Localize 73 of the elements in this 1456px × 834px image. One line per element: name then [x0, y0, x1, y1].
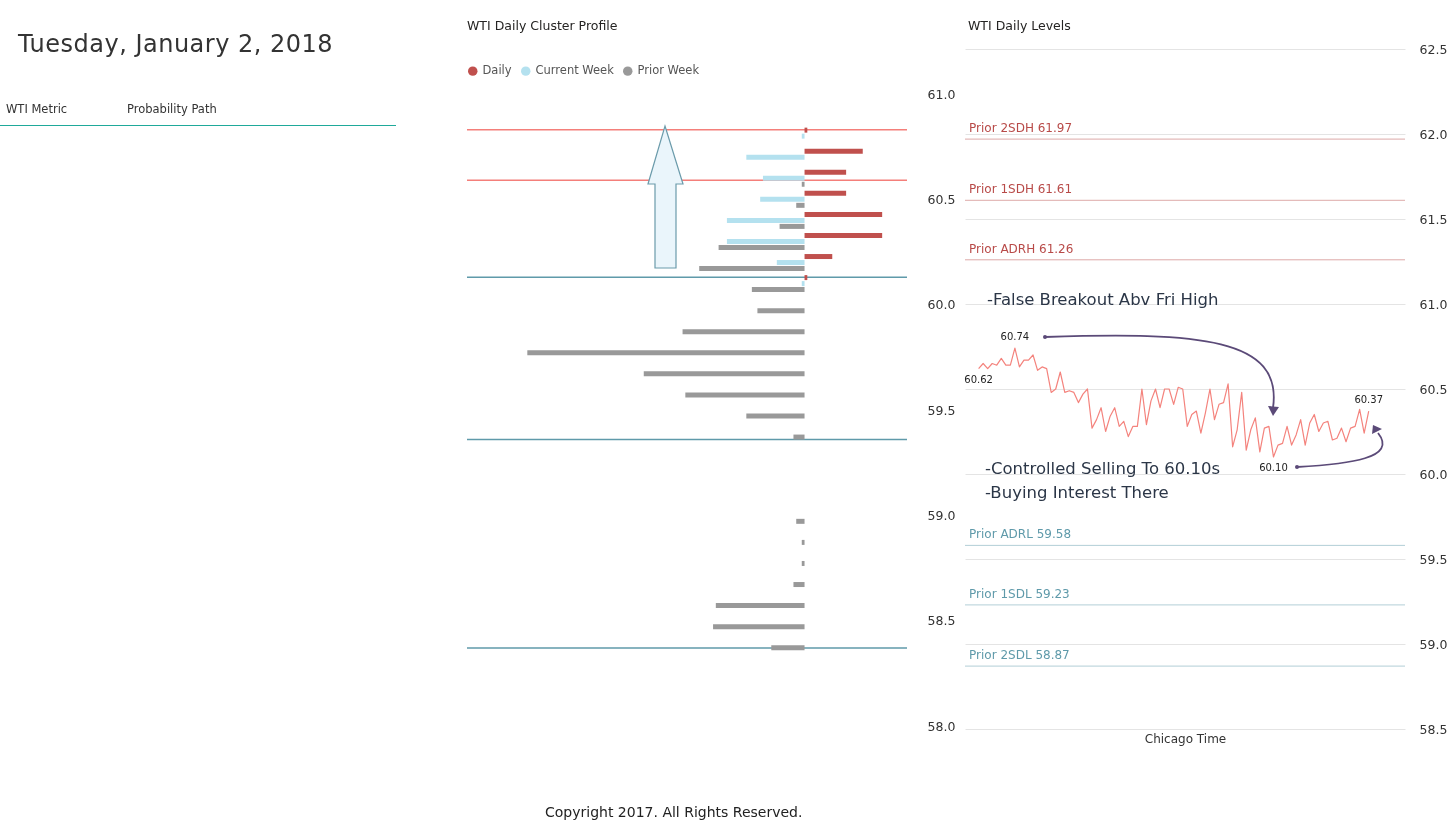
- bar: [643, 371, 805, 377]
- bar: [726, 238, 805, 244]
- y-tick-label: 61.0: [1419, 296, 1448, 312]
- bar: [804, 211, 883, 217]
- bar: [762, 175, 805, 181]
- data-label: 60.62: [964, 373, 993, 385]
- y-tick-label: 60.0: [927, 297, 956, 313]
- legend-label: Prior Week: [637, 63, 700, 78]
- bar: [760, 196, 805, 202]
- y-tick-label: 60.5: [927, 191, 956, 207]
- bar: [804, 169, 847, 175]
- bar: [796, 202, 805, 208]
- bar: [682, 329, 805, 335]
- bar: [801, 181, 805, 187]
- chart-title: WTI Daily Cluster Profile: [467, 18, 618, 33]
- bar: [726, 217, 805, 223]
- bar: [793, 582, 805, 588]
- y-tick-label: 60.5: [1419, 381, 1448, 397]
- bar: [779, 223, 805, 229]
- legend-label: Current Week: [535, 63, 615, 78]
- bar: [699, 266, 805, 272]
- annotation: -Buying Interest There: [985, 483, 1169, 502]
- bar: [804, 232, 883, 238]
- y-tick-label: 60.0: [1419, 466, 1448, 482]
- y-tick-label: 59.0: [927, 507, 956, 523]
- text: Copyright 2017. All Rights Reserved.: [545, 804, 803, 820]
- ref-line-label: Prior 1SDL 59.23: [969, 586, 1070, 601]
- bar: [793, 434, 805, 440]
- bar: [715, 603, 805, 609]
- y-tick-label: 61.0: [927, 86, 956, 102]
- bar: [801, 133, 805, 139]
- bar: [804, 254, 833, 260]
- ref-line-label: Prior 2SDL 58.87: [969, 648, 1070, 663]
- legend-label: Daily: [482, 63, 512, 78]
- data-label: 60.37: [1354, 394, 1384, 406]
- bar: [804, 190, 847, 196]
- bar: [801, 539, 805, 545]
- y-tick-label: 62.0: [1419, 126, 1448, 142]
- bar: [527, 350, 805, 356]
- x-axis-title: Chicago Time: [1144, 731, 1227, 746]
- bar: [771, 645, 805, 651]
- bar: [751, 287, 805, 293]
- ref-line-label: Prior ADRL 59.58: [969, 527, 1072, 542]
- y-tick-label: 62.5: [1419, 41, 1448, 57]
- bar: [801, 560, 805, 566]
- annotation: -Controlled Selling To 60.10s: [985, 459, 1221, 478]
- text: Tuesday, January 2, 2018: [18, 30, 334, 58]
- bar: [718, 244, 805, 250]
- ref-line-label: Prior 1SDH 61.61: [969, 182, 1073, 197]
- y-tick-label: 59.5: [927, 402, 956, 418]
- y-tick-label: 59.0: [1419, 636, 1448, 652]
- chart-title: WTI Daily Levels: [968, 18, 1071, 33]
- text: WTI Metric: [6, 102, 68, 116]
- y-tick-label: 58.5: [1419, 721, 1448, 737]
- text: Probability Path: [127, 102, 217, 116]
- bar: [804, 148, 863, 154]
- y-tick-label: 61.5: [1419, 211, 1448, 227]
- bar: [796, 518, 805, 524]
- bar: [746, 154, 805, 160]
- y-tick-label: 58.0: [927, 718, 956, 734]
- bar: [757, 308, 805, 314]
- bar: [746, 413, 805, 419]
- bar: [776, 260, 805, 266]
- data-label: 60.10: [1259, 462, 1288, 473]
- y-tick-label: 58.5: [927, 613, 956, 629]
- bar: [685, 392, 805, 398]
- y-tick-label: 59.5: [1419, 551, 1448, 567]
- ref-line-label: Prior ADRH 61.26: [969, 241, 1074, 256]
- data-label: 60.74: [1000, 331, 1030, 343]
- ref-line-label: Prior 2SDH 61.97: [969, 121, 1073, 136]
- bar: [713, 624, 805, 630]
- annotation: -False Breakout Abv Fri High: [987, 290, 1219, 309]
- bar: [801, 281, 805, 287]
